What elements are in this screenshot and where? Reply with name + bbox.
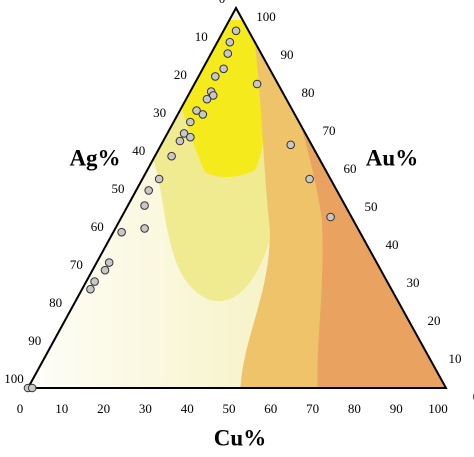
c-tick-label: 70 bbox=[323, 123, 336, 138]
data-point bbox=[154, 174, 164, 184]
b-tick-label: 0 bbox=[219, 0, 226, 6]
a-tick-label: 0 bbox=[17, 401, 24, 416]
c-tick-label: 20 bbox=[428, 313, 441, 328]
a-tick-label: 40 bbox=[181, 401, 194, 416]
data-point bbox=[104, 258, 114, 267]
data-point bbox=[286, 140, 296, 150]
b-tick-label: 80 bbox=[49, 295, 62, 310]
b-tick-label: 60 bbox=[91, 219, 104, 234]
c-tick-label: 100 bbox=[256, 9, 276, 24]
b-tick-label: 10 bbox=[195, 29, 208, 44]
axis-title: Ag% bbox=[69, 145, 120, 170]
a-tick-label: 30 bbox=[139, 401, 152, 416]
axis-title: Cu% bbox=[214, 425, 266, 450]
c-tick-label: 40 bbox=[386, 237, 399, 252]
data-point bbox=[167, 151, 176, 161]
a-tick-label: 50 bbox=[223, 401, 236, 416]
data-point bbox=[86, 284, 95, 294]
a-tick-label: 90 bbox=[390, 401, 403, 416]
c-tick-label: 30 bbox=[407, 275, 420, 290]
b-tick-label: 70 bbox=[70, 257, 83, 272]
a-tick-label: 100 bbox=[428, 401, 448, 416]
data-point bbox=[223, 49, 233, 58]
data-point bbox=[198, 110, 208, 119]
b-tick-label: 20 bbox=[174, 67, 187, 82]
b-tick-label: 50 bbox=[112, 181, 125, 196]
b-tick-label: 40 bbox=[132, 143, 145, 158]
a-tick-label: 80 bbox=[348, 401, 361, 416]
b-tick-label: 100 bbox=[4, 371, 24, 386]
data-point bbox=[175, 136, 185, 146]
a-tick-label: 60 bbox=[264, 401, 277, 416]
data-point bbox=[252, 79, 262, 89]
data-point bbox=[192, 106, 201, 115]
triangle-frame bbox=[26, 5, 448, 389]
a-tick-label: 10 bbox=[55, 401, 68, 416]
data-point bbox=[202, 94, 212, 104]
data-point bbox=[140, 201, 149, 210]
c-tick-label: 60 bbox=[344, 161, 357, 176]
data-point bbox=[231, 26, 241, 36]
data-point bbox=[117, 227, 126, 237]
c-tick-label: 0 bbox=[473, 389, 474, 404]
a-tick-label: 70 bbox=[306, 401, 319, 416]
c-tick-label: 90 bbox=[281, 47, 294, 62]
axis-title: Au% bbox=[366, 145, 418, 170]
data-point bbox=[219, 64, 228, 74]
data-point bbox=[179, 129, 189, 138]
data-point bbox=[144, 186, 153, 195]
a-tick-label: 20 bbox=[97, 401, 110, 416]
c-tick-label: 50 bbox=[365, 199, 378, 214]
data-point bbox=[27, 383, 37, 393]
data-point bbox=[140, 224, 149, 233]
data-point bbox=[186, 132, 195, 142]
data-point bbox=[208, 91, 218, 100]
data-point bbox=[326, 212, 335, 222]
b-tick-label: 30 bbox=[153, 105, 166, 120]
data-point bbox=[90, 277, 99, 286]
data-point bbox=[225, 37, 235, 47]
data-point bbox=[210, 72, 220, 81]
data-point bbox=[100, 265, 110, 275]
data-point bbox=[305, 174, 314, 184]
c-tick-label: 10 bbox=[449, 351, 462, 366]
c-tick-label: 80 bbox=[302, 85, 315, 100]
b-tick-label: 90 bbox=[28, 333, 41, 348]
data-point bbox=[186, 117, 195, 127]
